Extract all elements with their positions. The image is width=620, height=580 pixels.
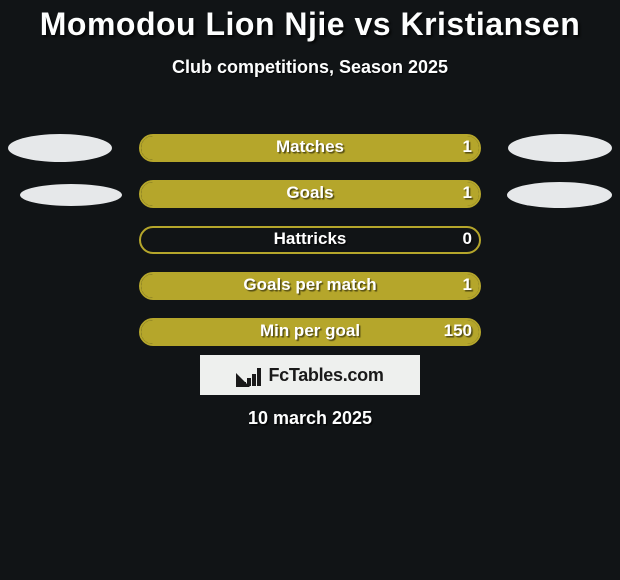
stat-value: 1	[463, 137, 472, 157]
stat-value: 150	[444, 321, 472, 341]
avatar-left	[20, 184, 122, 206]
page-title: Momodou Lion Njie vs Kristiansen	[0, 0, 620, 43]
stat-label: Min per goal	[260, 321, 360, 341]
stat-row-hattricks: Hattricks 0	[0, 216, 620, 262]
page-subtitle: Club competitions, Season 2025	[0, 57, 620, 78]
stat-value: 1	[463, 275, 472, 295]
logo-text: FcTables.com	[268, 365, 383, 386]
avatar-right	[507, 182, 612, 208]
avatar-left	[8, 134, 112, 162]
stat-label: Hattricks	[274, 229, 347, 249]
stat-row-gpm: Goals per match 1	[0, 262, 620, 308]
stat-value: 1	[463, 183, 472, 203]
stat-label: Goals	[286, 183, 333, 203]
avatar-right	[508, 134, 612, 162]
stat-value: 0	[463, 229, 472, 249]
logo-bars-icon	[236, 364, 264, 386]
stat-label: Goals per match	[243, 275, 376, 295]
stat-row-goals: Goals 1	[0, 170, 620, 216]
stat-row-matches: Matches 1	[0, 124, 620, 170]
stat-label: Matches	[276, 137, 344, 157]
date-label: 10 march 2025	[248, 408, 372, 429]
stat-row-mpg: Min per goal 150	[0, 308, 620, 354]
fctables-logo: FcTables.com	[200, 355, 420, 395]
stats-rows: Matches 1 Goals 1 Hattricks 0 Goals per …	[0, 124, 620, 354]
